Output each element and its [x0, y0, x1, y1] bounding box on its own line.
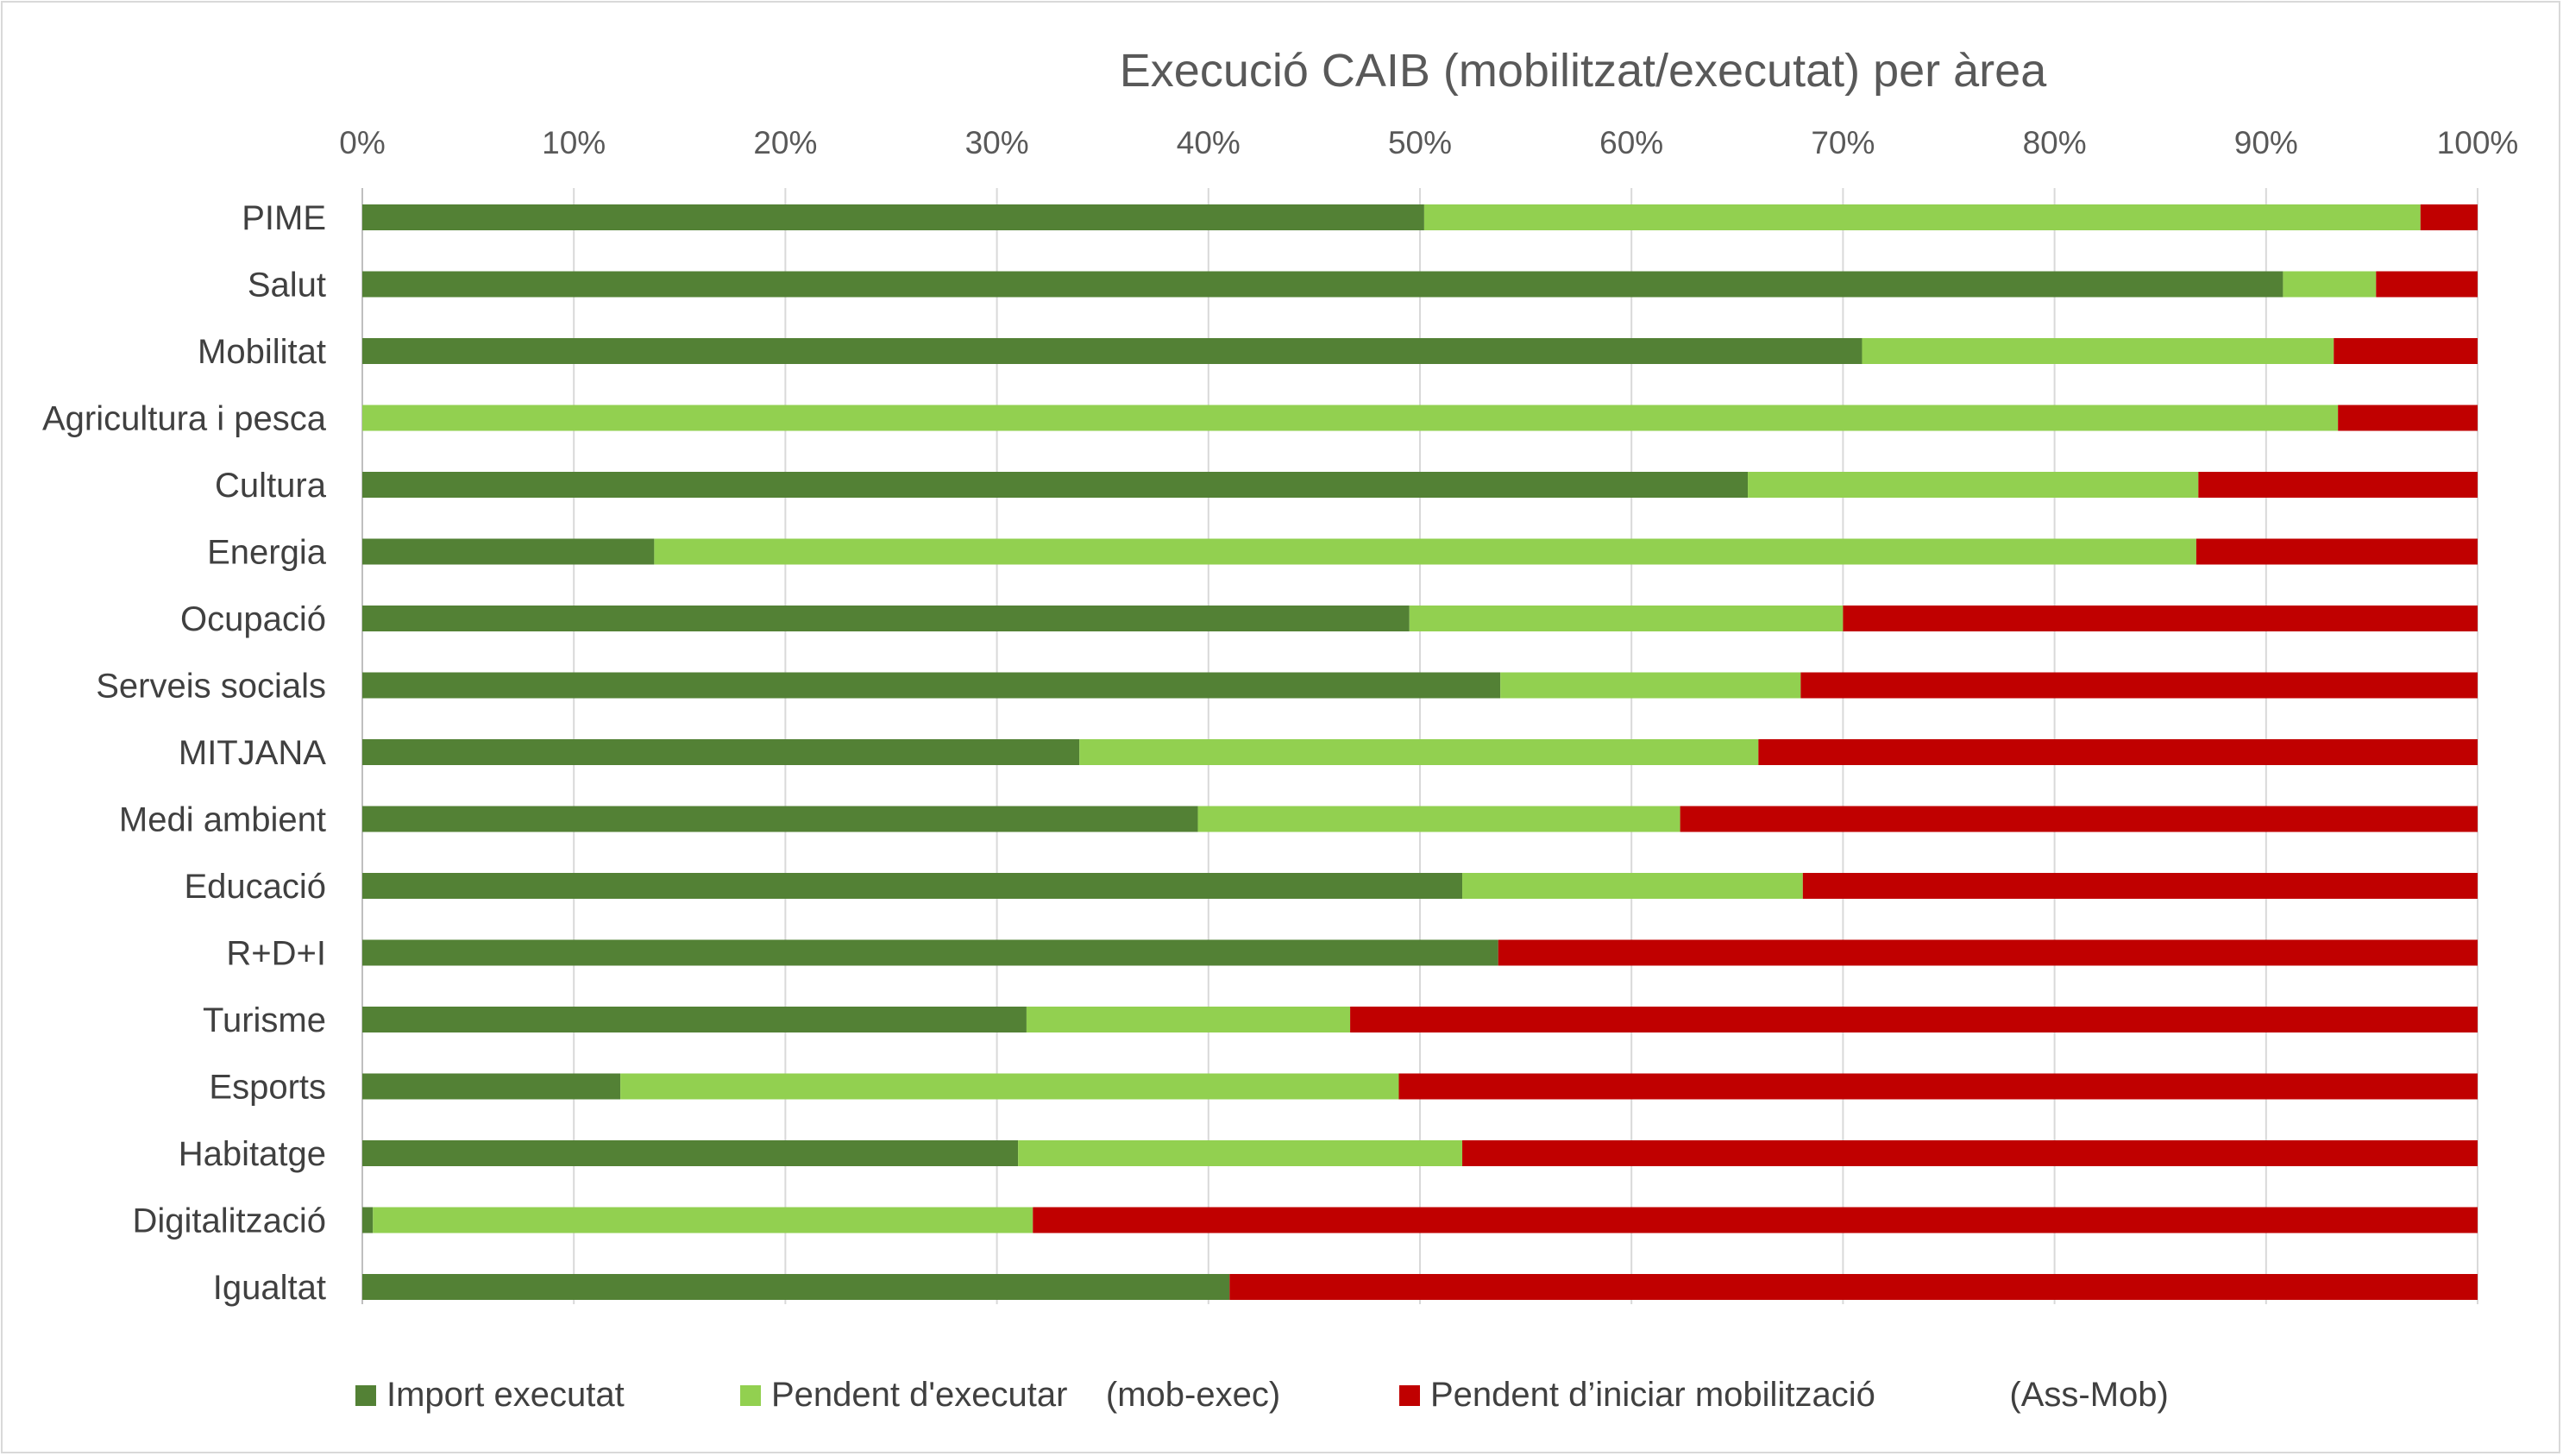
y-axis-category-labels: PIME Salut Mobilitat Agricultura i pesca Cul…	[42, 199, 327, 1307]
category-label: Salut	[248, 267, 326, 304]
x-tick-label: 80%	[2023, 125, 2087, 160]
x-tick-label: 10%	[542, 125, 606, 160]
x-tick-label: 50%	[1388, 125, 1452, 160]
bar-segment-pending-mobilization	[1802, 873, 2478, 899]
bar-segment-pending-mobilization	[2196, 538, 2478, 565]
x-tick-label: 0%	[339, 125, 385, 160]
bar-segment-pending-mobilization	[2338, 405, 2478, 431]
bar-segment-pending-mobilization	[1800, 672, 2478, 699]
bar-segment-pending-execution	[1862, 338, 2334, 364]
legend-item-pending-execution: Pendent d'executar (mob-exec)	[740, 1376, 1280, 1415]
legend-swatch-executed	[355, 1384, 376, 1406]
bar-segment-pending-execution	[373, 1207, 1033, 1233]
legend-item-executed: Import executat	[355, 1376, 625, 1415]
category-label: PIME	[242, 199, 326, 237]
bar-segment-executed	[362, 739, 1080, 765]
bar-segment-executed	[362, 1140, 1019, 1166]
chart-title: Execució CAIB (mobilitzat/executat) per …	[1120, 45, 2047, 97]
category-label: Turisme	[203, 1001, 326, 1039]
bar-segment-executed	[362, 873, 1463, 899]
bar-segment-executed	[362, 338, 1863, 364]
category-label: Ocupació	[180, 600, 326, 638]
bar-segment-pending-execution	[362, 405, 2339, 431]
category-label: Energia	[207, 534, 327, 572]
category-label: Agricultura i pesca	[42, 400, 327, 438]
bar-segment-pending-execution	[1079, 739, 1759, 765]
bar-segment-pending-mobilization	[1398, 1073, 2478, 1100]
bar-segment-executed	[362, 1073, 621, 1100]
category-label: Educació	[184, 868, 326, 906]
bar-segment-executed	[362, 672, 1501, 699]
x-tick-label: 90%	[2234, 125, 2298, 160]
category-label: Cultura	[215, 467, 327, 505]
category-label: Habitatge	[179, 1135, 326, 1173]
bar-segment-executed	[362, 1207, 374, 1233]
bar-segment-pending-mobilization	[1229, 1274, 2478, 1300]
legend-label-pending-mobilization: Pendent d’iniciar mobilització (Ass-Mob)	[1430, 1376, 2169, 1414]
bar-segment-pending-execution	[1018, 1140, 1463, 1166]
bar-segment-executed	[362, 538, 655, 565]
bar-segment-executed	[362, 472, 1749, 498]
bar-segment-pending-mobilization	[1462, 1140, 2478, 1166]
x-tick-label: 30%	[965, 125, 1029, 160]
legend: Import executat Pendent d'executar (mob-…	[0, 1376, 2563, 1419]
legend-label-executed: Import executat	[386, 1376, 625, 1414]
bar-segment-pending-execution	[1500, 672, 1801, 699]
bar-segment-pending-execution	[1462, 873, 1803, 899]
bars	[362, 204, 2478, 1300]
bar-segment-executed	[362, 939, 1498, 966]
bar-segment-pending-execution	[1409, 606, 1844, 631]
bar-segment-pending-execution	[2283, 271, 2377, 298]
category-label: Esports	[209, 1069, 326, 1107]
x-axis-tick-labels: 0% 10% 20% 30% 40% 50% 60% 70% 80% 90% 100%	[339, 125, 2518, 160]
x-tick-label: 60%	[1599, 125, 1663, 160]
bar-segment-executed	[362, 606, 1410, 631]
category-label: Medi ambient	[119, 801, 326, 839]
bar-segment-pending-mobilization	[1350, 1007, 2478, 1032]
category-label: Digitalització	[132, 1202, 326, 1240]
category-label: R+D+I	[226, 935, 326, 973]
legend-label-pending-execution: Pendent d'executar (mob-exec)	[771, 1376, 1281, 1414]
x-tick-label: 70%	[1811, 125, 1875, 160]
bar-segment-pending-execution	[1197, 806, 1680, 832]
bar-segment-pending-mobilization	[1498, 939, 2478, 966]
bar-segment-pending-mobilization	[2198, 472, 2478, 498]
bar-segment-pending-mobilization	[2376, 271, 2478, 298]
bar-segment-pending-execution	[1748, 472, 2199, 498]
category-label: Mobilitat	[198, 333, 326, 371]
bar-segment-executed	[362, 806, 1198, 832]
bar-segment-pending-mobilization	[2334, 338, 2478, 364]
bar-segment-pending-execution	[654, 538, 2196, 565]
bar-segment-executed	[362, 271, 2283, 298]
bar-segment-pending-mobilization	[1680, 806, 2478, 832]
legend-item-pending-mobilization: Pendent d’iniciar mobilització (Ass-Mob)	[1399, 1376, 2169, 1415]
x-tick-label: 40%	[1177, 125, 1241, 160]
legend-swatch-pending-execution	[740, 1384, 761, 1406]
bar-segment-executed	[362, 204, 1424, 230]
x-tick-label: 100%	[2437, 125, 2519, 160]
bar-segment-executed	[362, 1274, 1230, 1300]
bar-segment-executed	[362, 1007, 1027, 1032]
bar-segment-pending-execution	[1423, 204, 2421, 230]
bar-segment-pending-mobilization	[2420, 204, 2478, 230]
bar-segment-pending-mobilization	[1843, 606, 2478, 631]
bar-segment-pending-execution	[1026, 1007, 1351, 1032]
category-label: Serveis socials	[96, 668, 326, 706]
bar-segment-pending-mobilization	[1033, 1207, 2478, 1233]
bar-segment-pending-execution	[620, 1073, 1399, 1100]
x-tick-label: 20%	[753, 125, 817, 160]
category-label: Igualtat	[213, 1269, 326, 1307]
legend-swatch-pending-mobilization	[1399, 1384, 1420, 1406]
category-label: MITJANA	[179, 734, 326, 772]
bar-segment-pending-mobilization	[1758, 739, 2478, 765]
